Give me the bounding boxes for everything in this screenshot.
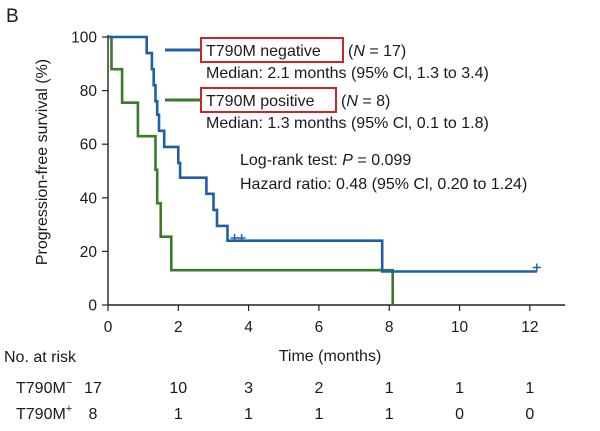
y-tick-label: 80: [80, 83, 98, 100]
survival-curve-positive: [108, 35, 394, 305]
risk-count: 1: [174, 406, 183, 423]
risk-row-0: T790M− 17 10 3 2 1 1 1: [16, 377, 534, 397]
risk-row-label-superscript: −: [66, 377, 72, 389]
n-label-var: N: [346, 93, 358, 110]
y-tick-label: 20: [80, 244, 98, 261]
risk-count: 3: [244, 380, 253, 397]
annotation-text: Log-rank test:: [240, 152, 342, 169]
annotation-text: Hazard ratio: 0.48 (95% Cl, 0.20 to 1.24…: [240, 176, 527, 193]
n-label-open: (: [348, 43, 354, 60]
n-label-open: (: [341, 93, 347, 110]
x-tick-label: 8: [385, 319, 394, 336]
legend-n-label: (N = 17): [348, 43, 406, 60]
risk-count: 0: [455, 406, 464, 423]
risk-count: 1: [525, 380, 534, 397]
legend: T790M negative (N = 17)Median: 2.1 months…: [165, 37, 489, 132]
statistics-annotations: Log-rank test: P = 0.099 Hazard ratio: 0.…: [240, 152, 527, 193]
x-tick-label: 4: [244, 319, 253, 336]
stat-annotation-1: Hazard ratio: 0.48 (95% Cl, 0.20 to 1.24…: [240, 176, 527, 193]
censor-mark-negative: [532, 263, 541, 272]
risk-count: 1: [244, 406, 253, 423]
risk-row-label: T790M−: [16, 377, 72, 397]
legend-n-label: (N = 8): [341, 93, 390, 110]
censor-mark-negative: [237, 234, 246, 242]
risk-row-label-text: T790M: [16, 406, 66, 423]
annotation-value: = 0.099: [353, 152, 411, 169]
annotation-variable: P: [342, 152, 353, 169]
x-tick-label: 2: [174, 319, 183, 336]
y-tick-label: 40: [80, 190, 98, 207]
risk-count: 17: [84, 380, 102, 397]
n-label-close: = 8): [358, 93, 390, 110]
legend-median-text: Median: 1.3 months (95% Cl, 0.1 to 1.8): [206, 115, 489, 132]
risk-row-label-text: T790M: [16, 380, 66, 397]
n-label-var: N: [353, 43, 365, 60]
y-tick-label: 100: [71, 30, 97, 47]
n-label-close: = 17): [365, 43, 406, 60]
x-tick-label: 6: [315, 319, 324, 336]
legend-entry-negative: T790M negative (N = 17) Median: 2.1 months…: [165, 37, 489, 82]
legend-entry-positive: T790M positive (N = 8) Median: 1.3 months …: [165, 87, 489, 132]
risk-table-title: No. at risk: [4, 349, 77, 366]
legend-series-name: T790M positive: [206, 93, 315, 110]
x-tick-label: 0: [104, 319, 113, 336]
risk-count: 8: [89, 406, 98, 423]
risk-count: 1: [385, 380, 394, 397]
risk-count: 10: [169, 380, 187, 397]
y-tick-label: 0: [88, 298, 97, 315]
risk-row-label-superscript: +: [66, 403, 72, 415]
risk-row-1: T790M+ 8 1 1 1 1 0 0: [16, 403, 534, 423]
legend-series-name: T790M negative: [206, 43, 321, 60]
panel-label: B: [6, 6, 19, 27]
y-tick-label: 60: [80, 137, 98, 154]
risk-count: 1: [385, 406, 394, 423]
x-tick-label: 10: [451, 319, 469, 336]
survival-curves: [108, 35, 541, 305]
legend-highlight-box: [200, 87, 337, 113]
legend-median-text: Median: 2.1 months (95% Cl, 1.3 to 3.4): [206, 65, 489, 82]
survival-curve-negative: [108, 35, 537, 273]
risk-count: 0: [525, 406, 534, 423]
censor-mark-negative: [230, 234, 239, 242]
legend-highlight-box: [200, 37, 344, 63]
plot-axes: 0 2 4 6 8 10 12 0 20 40 60 80 100: [71, 30, 565, 336]
risk-count: 2: [314, 380, 323, 397]
x-axis-title: Time (months): [279, 348, 382, 365]
x-tick-label: 12: [521, 319, 538, 336]
risk-row-label: T790M+: [16, 403, 72, 423]
risk-count: 1: [314, 406, 323, 423]
y-axis-title: Progression-free survival (%): [34, 59, 51, 265]
stat-annotation-0: Log-rank test: P = 0.099: [240, 152, 411, 169]
risk-count: 1: [455, 380, 464, 397]
